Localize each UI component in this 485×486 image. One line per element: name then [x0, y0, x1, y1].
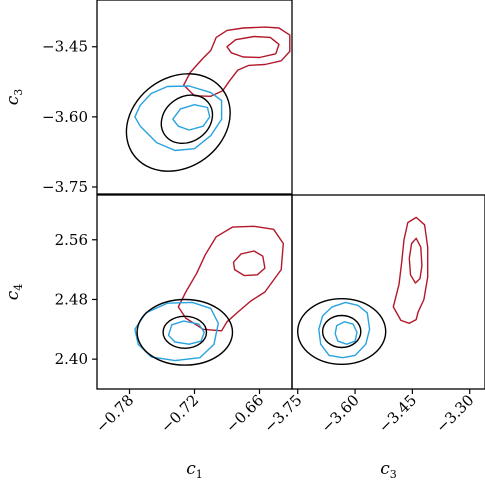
y-tick-label: 2.56	[55, 231, 88, 249]
x-axis-label: c1	[186, 459, 203, 481]
axes-frame	[96, 0, 293, 195]
blue-contour-inner	[172, 104, 211, 131]
x-tick-label: −0.78	[92, 391, 137, 436]
x-tick-label: −0.66	[222, 391, 267, 436]
plot-area	[134, 225, 284, 366]
panel-c1-c4: 2.56 2.48 2.40 −0.78 −0.72 −0.66 c4 c1	[3, 194, 293, 481]
plot-area	[297, 216, 429, 366]
y-tick-label: 2.40	[55, 350, 88, 368]
y-axis-label: c4	[3, 284, 25, 301]
plot-area	[125, 26, 291, 172]
x-axis-label: c3	[380, 459, 397, 481]
black-ellipse-inner	[321, 314, 362, 349]
black-ellipse-outer	[136, 298, 234, 366]
x-tick-label: −3.75	[260, 391, 305, 436]
red-contour-inner	[226, 35, 280, 59]
y-tick-label: −3.45	[42, 38, 88, 56]
red-contour-outer	[392, 216, 429, 324]
blue-contour-inner	[167, 320, 205, 345]
black-ellipse-inner	[160, 94, 214, 145]
red-contour-inner	[408, 237, 423, 284]
black-ellipse-outer	[297, 298, 387, 366]
x-tick-label: −3.45	[375, 391, 420, 436]
blue-contour-outer	[318, 301, 371, 359]
black-ellipse-outer	[125, 73, 231, 172]
y-tick-label: −3.75	[42, 178, 88, 196]
y-tick-label: 2.48	[55, 290, 88, 308]
x-tick-label: −0.72	[157, 391, 202, 436]
black-ellipse-inner	[162, 315, 208, 349]
x-tick-label: −3.30	[432, 391, 477, 436]
panel-c3-c4: −3.75 −3.60 −3.45 −3.30 c3	[260, 194, 485, 481]
axes-frame	[291, 194, 485, 390]
red-contour-outer	[183, 26, 291, 97]
blue-contour-inner	[334, 321, 358, 345]
blue-contour-outer	[134, 85, 223, 152]
y-axis-label: c3	[3, 89, 25, 106]
panel-c1-c3: −3.45 −3.60 −3.75 c3	[3, 0, 293, 196]
red-contour-outer	[177, 225, 284, 332]
axes-frame	[96, 194, 293, 390]
red-contour-inner	[232, 250, 266, 277]
y-tick-label: −3.60	[42, 108, 88, 126]
x-tick-label: −3.60	[318, 391, 363, 436]
